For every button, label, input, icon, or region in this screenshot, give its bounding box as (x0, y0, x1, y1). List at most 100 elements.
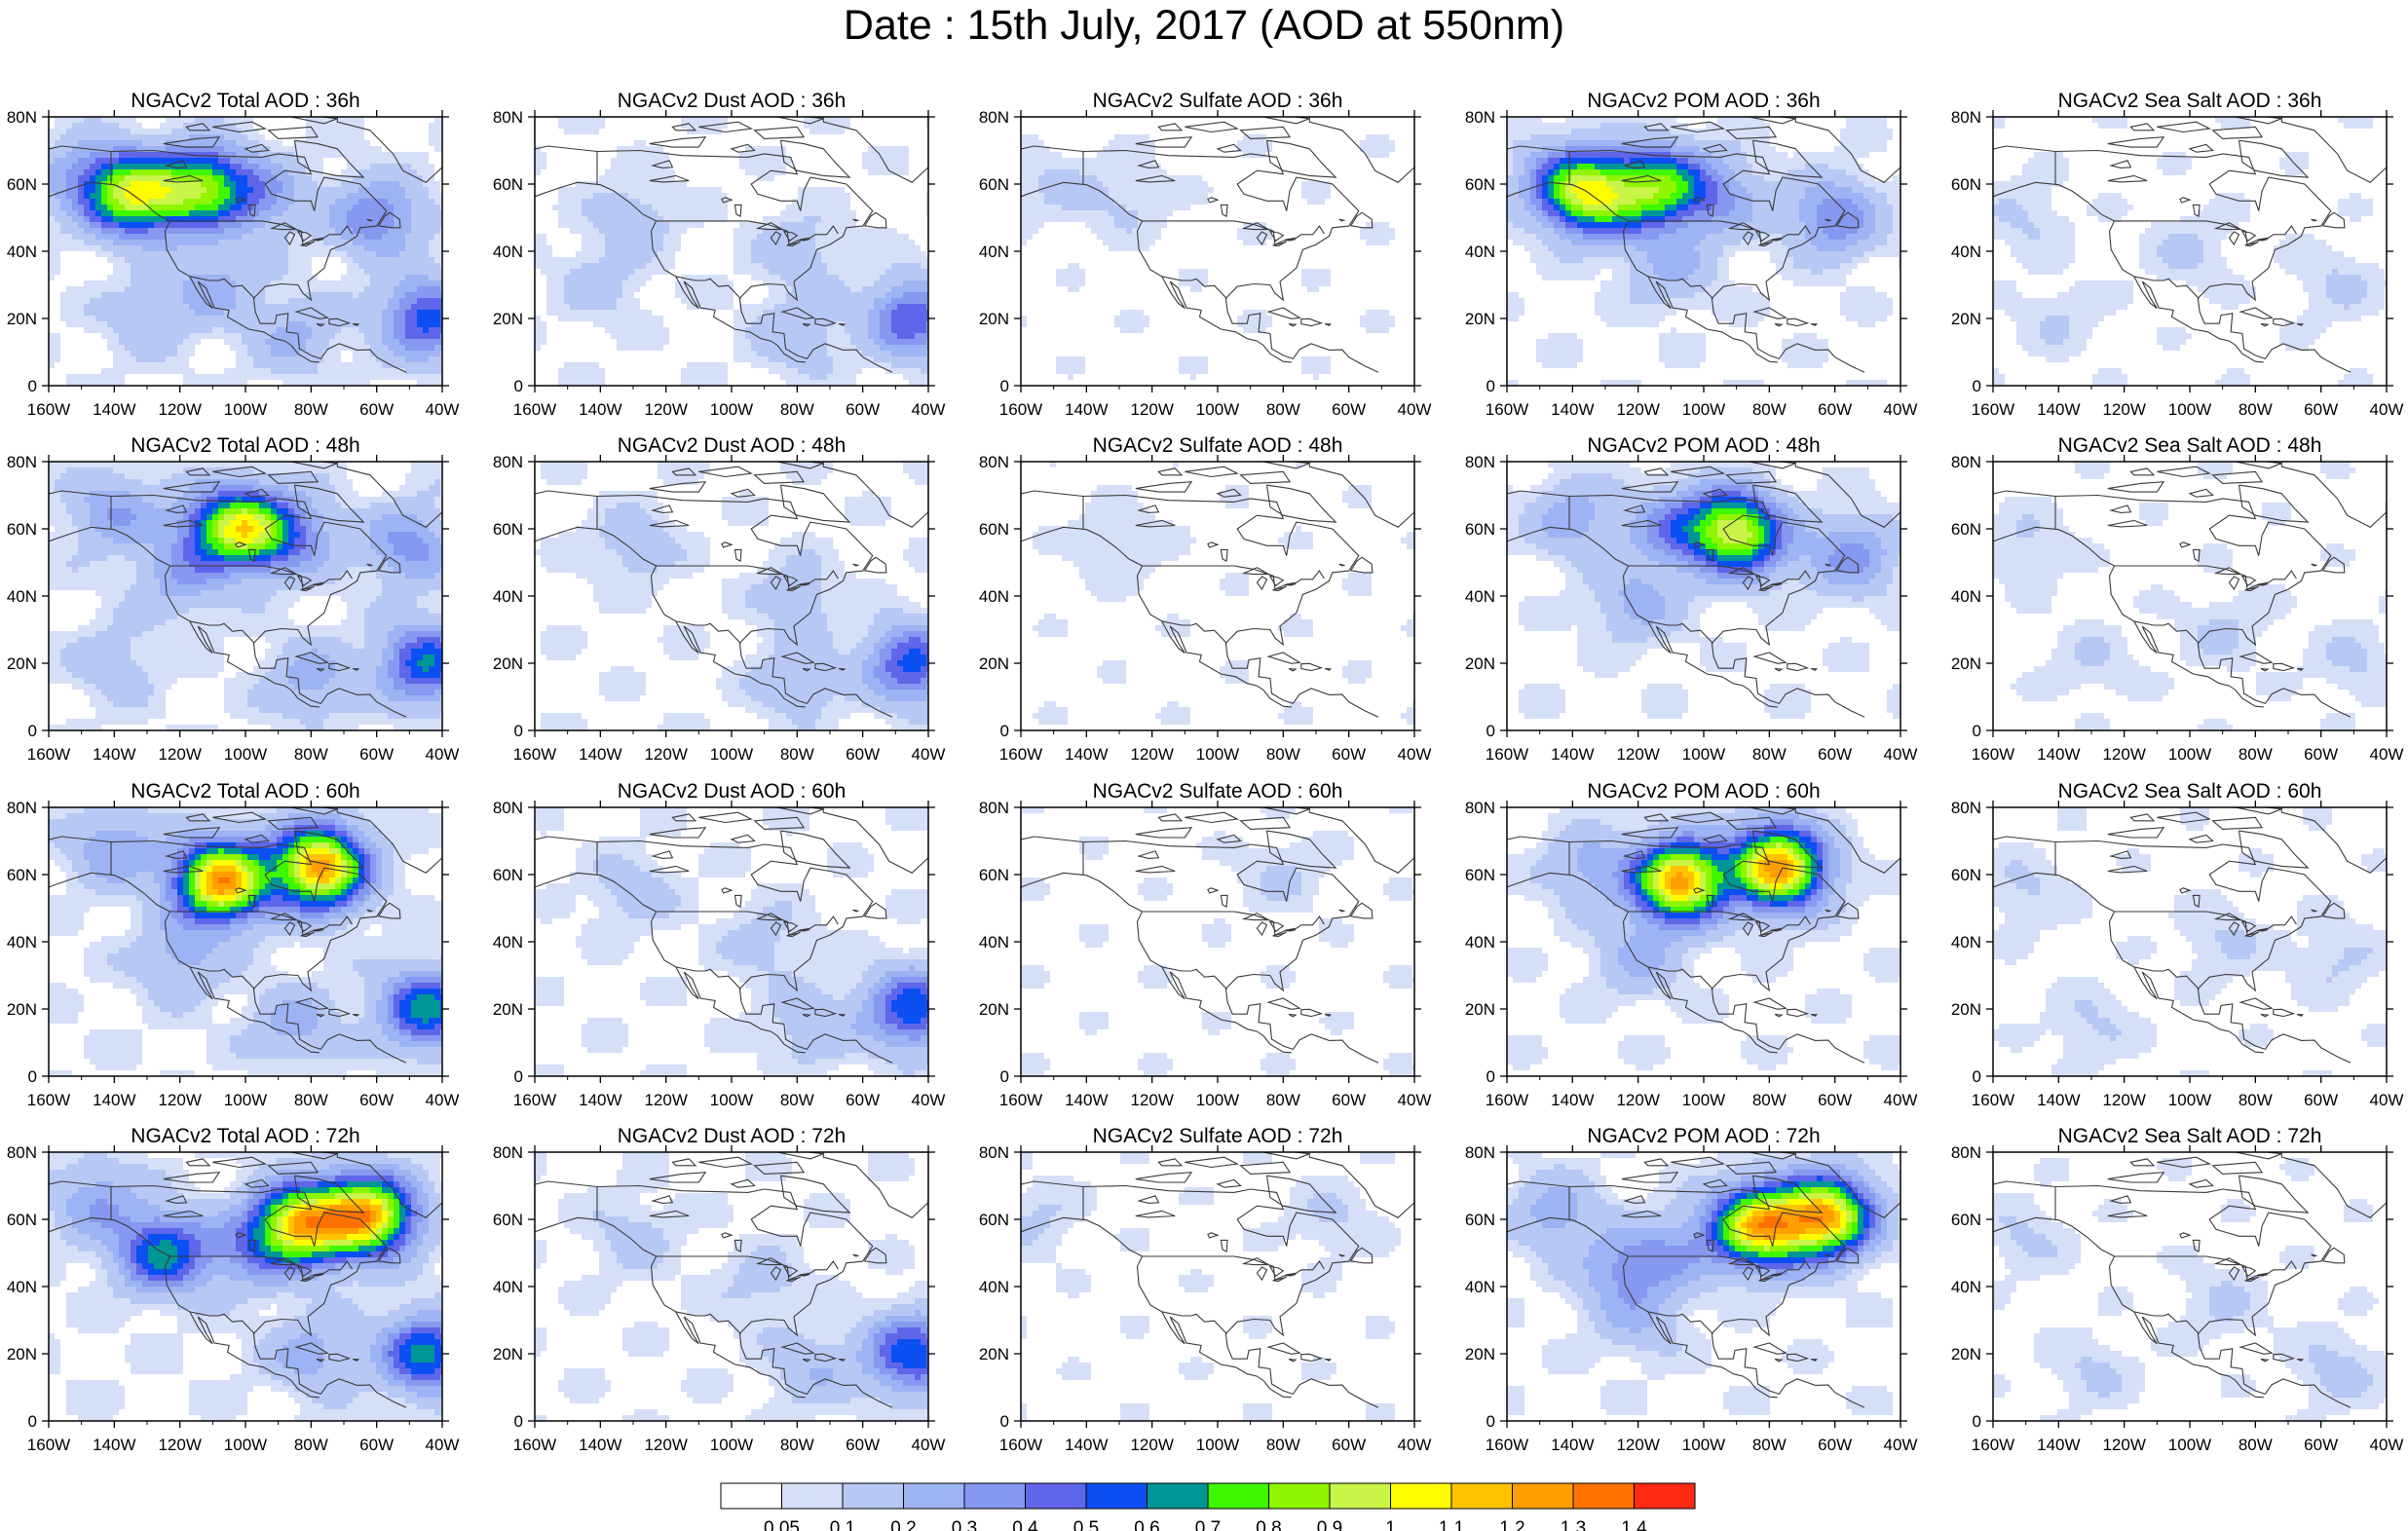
aod-cell (347, 245, 353, 251)
aod-cell (429, 316, 434, 321)
aod-cell (131, 129, 136, 134)
aod-cell (136, 146, 142, 152)
aod-cell (131, 275, 136, 280)
aod-cell (364, 140, 370, 146)
aod-cell (300, 298, 306, 304)
aod-cell (1038, 181, 1044, 187)
aod-cell (60, 234, 66, 240)
aod-cell (148, 321, 154, 327)
aod-cell (429, 321, 434, 327)
aod-cell (593, 298, 599, 304)
aod-cell (323, 310, 329, 316)
aod-cell (72, 181, 78, 187)
aod-cell (652, 210, 658, 216)
aod-cell (405, 234, 411, 240)
aod-cell (394, 152, 399, 158)
aod-cell (558, 310, 564, 316)
aod-cell (405, 240, 411, 245)
aod-cell (891, 356, 897, 362)
aod-cell (300, 210, 306, 216)
aod-cell (107, 158, 113, 164)
aod-cell (113, 129, 119, 134)
aod-cell (230, 181, 236, 187)
aod-cell (201, 140, 207, 146)
aod-cell (1027, 140, 1033, 146)
aod-cell (177, 240, 183, 245)
aod-cell (394, 199, 399, 205)
aod-cell (698, 292, 704, 298)
aod-cell (576, 374, 582, 380)
aod-cell (839, 339, 845, 345)
lon-tick-label: 100W (224, 400, 267, 419)
aod-cell (107, 333, 113, 339)
aod-cell (154, 257, 160, 263)
aod-cell (136, 234, 142, 240)
aod-cell (265, 181, 271, 187)
aod-cell (839, 269, 845, 275)
aod-cell (663, 240, 669, 245)
aod-cell (1038, 152, 1044, 158)
aod-cell (874, 316, 880, 321)
aod-cell (739, 245, 745, 251)
aod-cell (259, 280, 265, 286)
aod-cell (177, 368, 183, 374)
aod-cell (95, 251, 101, 257)
aod-cell (850, 368, 856, 374)
aod-cell (195, 339, 201, 345)
aod-cell (358, 362, 364, 368)
aod-cell (119, 327, 125, 333)
aod-cell (833, 298, 839, 304)
aod-cell (669, 240, 675, 245)
aod-cell (786, 380, 792, 386)
aod-cell (915, 304, 921, 310)
aod-cell (1149, 140, 1155, 146)
aod-cell (646, 146, 652, 152)
aod-cell (288, 280, 294, 286)
aod-cell (148, 316, 154, 321)
aod-cell (862, 240, 868, 245)
aod-cell (921, 292, 926, 298)
aod-cell (769, 351, 774, 356)
aod-cell (207, 275, 212, 280)
aod-cell (1056, 169, 1062, 175)
aod-cell (634, 321, 640, 327)
aod-cell (903, 316, 909, 321)
aod-cell (382, 181, 388, 187)
aod-cell (335, 380, 341, 386)
aod-cell (201, 321, 207, 327)
aod-cell (247, 345, 253, 351)
aod-cell (236, 374, 242, 380)
aod-cell (903, 280, 909, 286)
aod-cell (55, 245, 60, 251)
aod-cell (259, 368, 265, 374)
aod-cell (827, 280, 833, 286)
aod-cell (739, 234, 745, 240)
aod-cell (786, 339, 792, 345)
aod-cell (423, 339, 429, 345)
aod-cell (312, 374, 318, 380)
aod-cell (341, 316, 347, 321)
aod-cell (154, 298, 160, 304)
aod-cell (751, 275, 757, 280)
aod-cell (663, 234, 669, 240)
aod-cell (622, 333, 628, 339)
aod-cell (880, 356, 885, 362)
aod-cell (833, 339, 839, 345)
aod-cell (880, 298, 885, 304)
aod-cell (318, 333, 323, 339)
aod-cell (868, 362, 874, 368)
aod-cell (763, 158, 769, 164)
aod-cell (891, 310, 897, 316)
aod-cell (394, 187, 399, 193)
aod-cell (845, 269, 850, 275)
aod-cell (101, 304, 107, 310)
aod-cell (195, 222, 201, 228)
aod-cell (663, 327, 669, 333)
aod-cell (833, 321, 839, 327)
aod-cell (306, 251, 312, 257)
aod-cell (166, 292, 171, 298)
aod-cell (839, 275, 845, 280)
aod-cell (353, 210, 358, 216)
aod-cell (903, 321, 909, 327)
aod-cell (230, 292, 236, 298)
